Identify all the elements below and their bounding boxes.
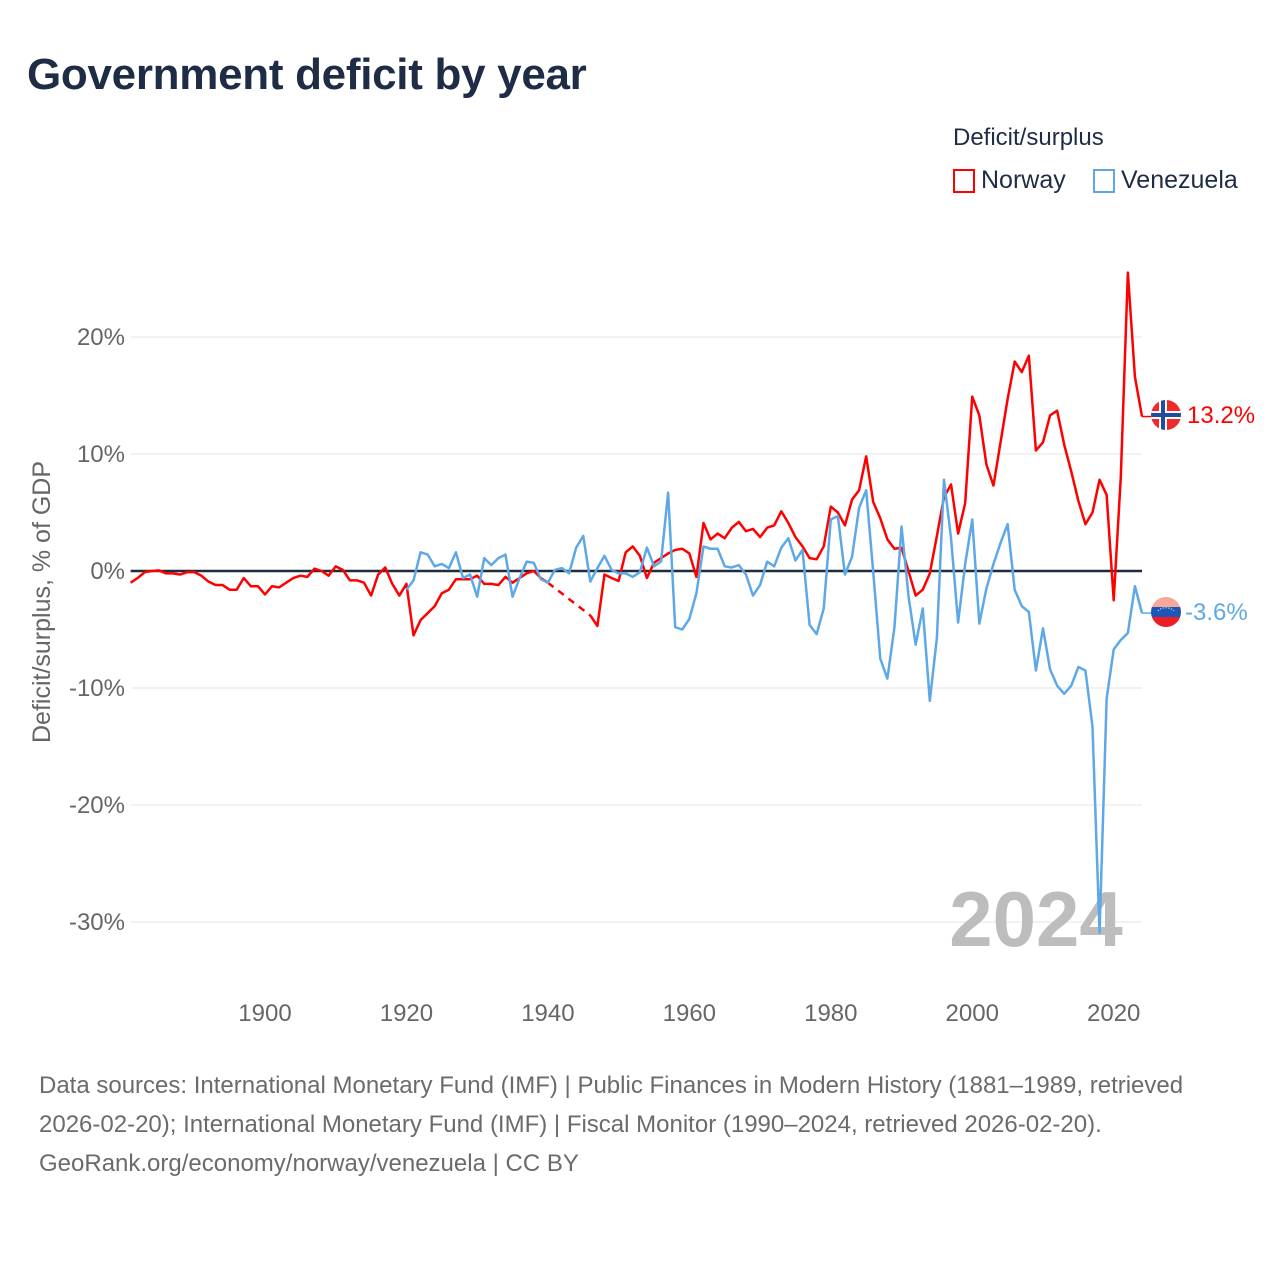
legend-title: Deficit/surplus (953, 124, 1104, 151)
venezuela-end-label: -3.6% (1185, 599, 1248, 626)
x-tick-label: 2000 (946, 1000, 999, 1027)
x-tick-label: 1940 (521, 1000, 574, 1027)
legend-label-norway: Norway (981, 166, 1066, 194)
x-tick-label: 1960 (663, 1000, 716, 1027)
y-tick-label: -10% (69, 675, 125, 702)
y-axis-label: Deficit/surplus, % of GDP (28, 461, 56, 743)
chart-title: Government deficit by year (27, 50, 587, 99)
footer: Data sources: International Monetary Fun… (39, 1066, 1239, 1183)
data-sources: Data sources: International Monetary Fun… (39, 1072, 1184, 1138)
year-watermark: 2024 (949, 875, 1123, 963)
series-lines (129, 271, 1152, 934)
norway-line (129, 565, 549, 637)
y-tick-label: 20% (77, 324, 125, 351)
venezuela-line (405, 478, 1144, 934)
legend-item-norway[interactable]: Norway (953, 166, 1066, 195)
gridlines (130, 336, 1142, 923)
x-tick-labels: 1900 1920 1940 1960 1980 2000 2020 (238, 1000, 1140, 1027)
credit-link[interactable]: GeoRank.org/economy/norway/venezuela | C… (39, 1150, 579, 1177)
legend-swatch-venezuela (1093, 168, 1115, 193)
y-tick-label: -30% (69, 909, 125, 936)
legend-item-venezuela[interactable]: Venezuela (1093, 166, 1238, 195)
norway-flag-icon (1151, 400, 1181, 430)
norway-gap-line (547, 581, 592, 617)
norway-line (589, 271, 1144, 628)
x-tick-label: 1900 (238, 1000, 291, 1027)
venezuela-flag-icon (1151, 597, 1181, 627)
legend-swatch-norway (953, 168, 975, 193)
y-tick-label: 0% (90, 558, 125, 585)
y-tick-label: -20% (69, 792, 125, 819)
norway-end-label: 13.2% (1187, 402, 1255, 429)
y-tick-label: 10% (77, 441, 125, 468)
x-tick-label: 1920 (380, 1000, 433, 1027)
x-tick-label: 2020 (1087, 1000, 1140, 1027)
x-tick-label: 1980 (804, 1000, 857, 1027)
legend-label-venezuela: Venezuela (1121, 166, 1238, 194)
y-tick-labels: 20% 10% 0% -10% -20% -30% (69, 324, 125, 936)
